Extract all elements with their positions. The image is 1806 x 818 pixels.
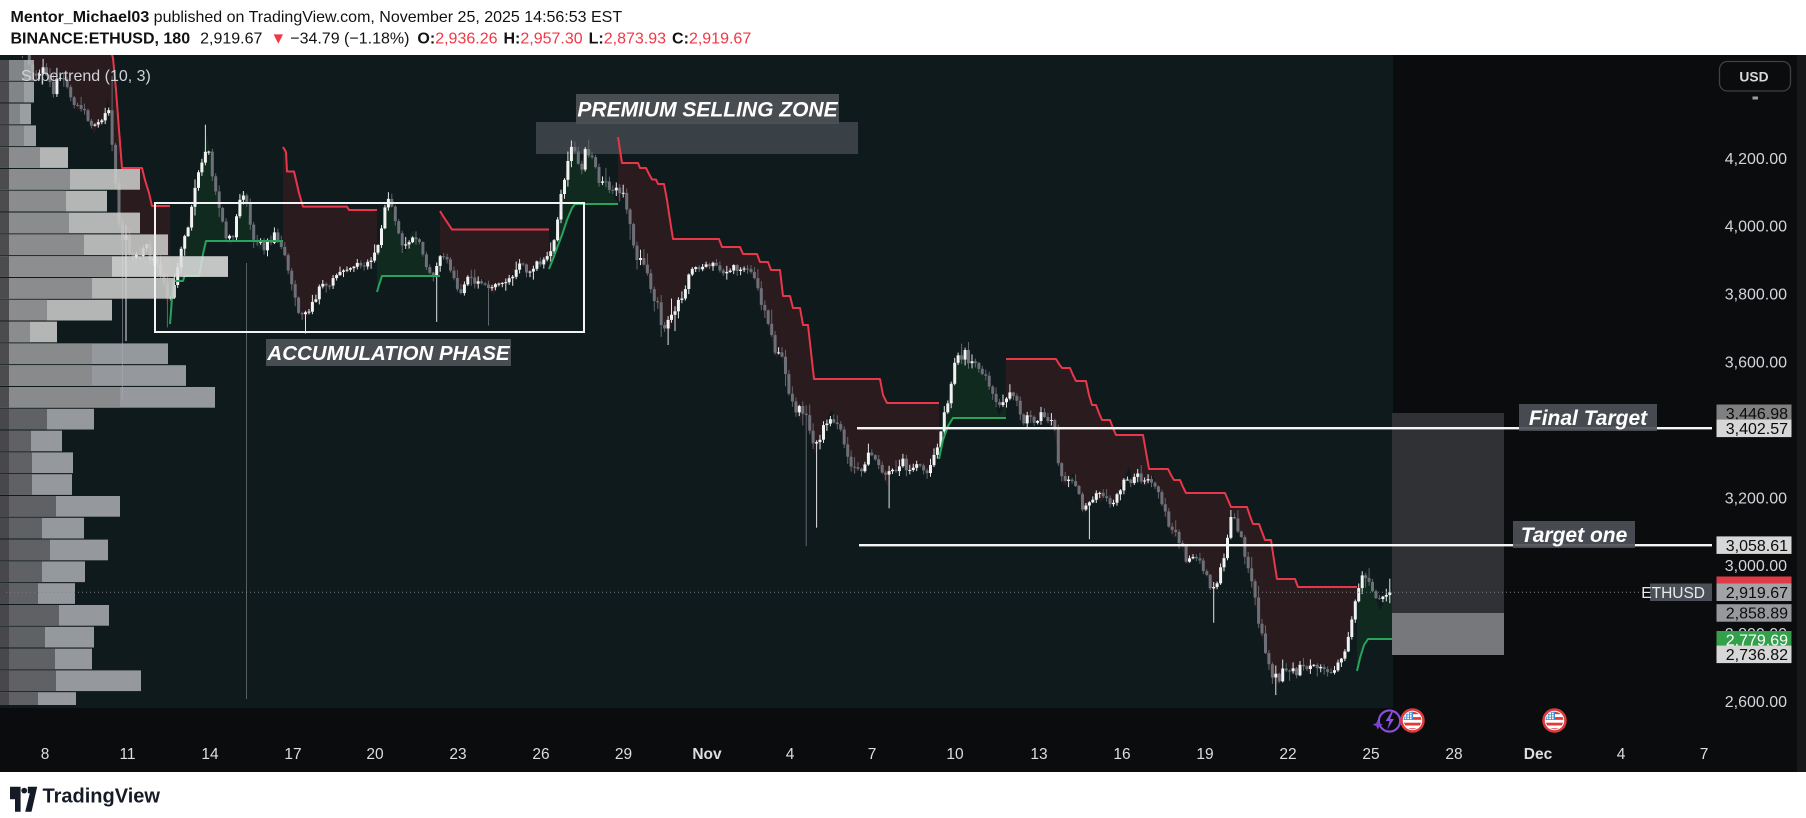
svg-text:28: 28 <box>1445 746 1462 763</box>
svg-text:3,446.98: 3,446.98 <box>1726 406 1788 423</box>
svg-text:2,600.00: 2,600.00 <box>1725 694 1787 711</box>
svg-text:11: 11 <box>119 746 135 763</box>
svg-text:2,736.82: 2,736.82 <box>1726 647 1788 664</box>
svg-text:Dec: Dec <box>1524 746 1553 763</box>
svg-text:3,058.61: 3,058.61 <box>1726 538 1788 555</box>
svg-text:26: 26 <box>532 746 549 763</box>
svg-text:29: 29 <box>615 746 632 763</box>
svg-text:22: 22 <box>1279 746 1296 763</box>
svg-text:4: 4 <box>1617 746 1626 763</box>
svg-text:USD: USD <box>1739 70 1768 85</box>
svg-text:7: 7 <box>1700 746 1709 763</box>
svg-text:Mentor_Michael03 published on: Mentor_Michael03 published on TradingVie… <box>11 9 623 26</box>
svg-text:23: 23 <box>449 746 466 763</box>
svg-text:2,858.89: 2,858.89 <box>1726 606 1788 623</box>
svg-text:8: 8 <box>41 746 50 763</box>
svg-text:17: 17 <box>284 746 301 763</box>
svg-text:13: 13 <box>1030 746 1047 763</box>
svg-text:Target one: Target one <box>1521 524 1628 547</box>
svg-text:16: 16 <box>1113 746 1130 763</box>
svg-text:20: 20 <box>366 746 384 763</box>
svg-text:Final Target: Final Target <box>1529 407 1648 430</box>
svg-text:7: 7 <box>868 746 877 763</box>
svg-text:3,000.00: 3,000.00 <box>1725 558 1787 575</box>
svg-text:14: 14 <box>201 746 219 763</box>
svg-text:2,779.69: 2,779.69 <box>1726 633 1788 650</box>
svg-text:4,000.00: 4,000.00 <box>1725 219 1787 236</box>
svg-text:TradingView: TradingView <box>43 786 161 808</box>
svg-text:ETHUSD: ETHUSD <box>1641 585 1705 602</box>
svg-text:25: 25 <box>1362 746 1379 763</box>
svg-text:ACCUMULATION PHASE: ACCUMULATION PHASE <box>266 342 511 365</box>
svg-text:3,600.00: 3,600.00 <box>1725 355 1787 372</box>
svg-text:3,402.57: 3,402.57 <box>1726 421 1788 438</box>
svg-text:2,919.67: 2,919.67 <box>1726 585 1788 602</box>
svg-text:10: 10 <box>946 746 964 763</box>
svg-text:4,200.00: 4,200.00 <box>1725 151 1787 168</box>
svg-text:4: 4 <box>786 746 795 763</box>
svg-text:Nov: Nov <box>692 746 722 763</box>
svg-text:19: 19 <box>1196 746 1213 763</box>
svg-text:3,800.00: 3,800.00 <box>1725 287 1787 304</box>
svg-text:Supertrend (10, 3): Supertrend (10, 3) <box>21 68 151 85</box>
svg-text:3,200.00: 3,200.00 <box>1725 490 1787 507</box>
svg-text:PREMIUM SELLING ZONE: PREMIUM SELLING ZONE <box>577 99 838 122</box>
